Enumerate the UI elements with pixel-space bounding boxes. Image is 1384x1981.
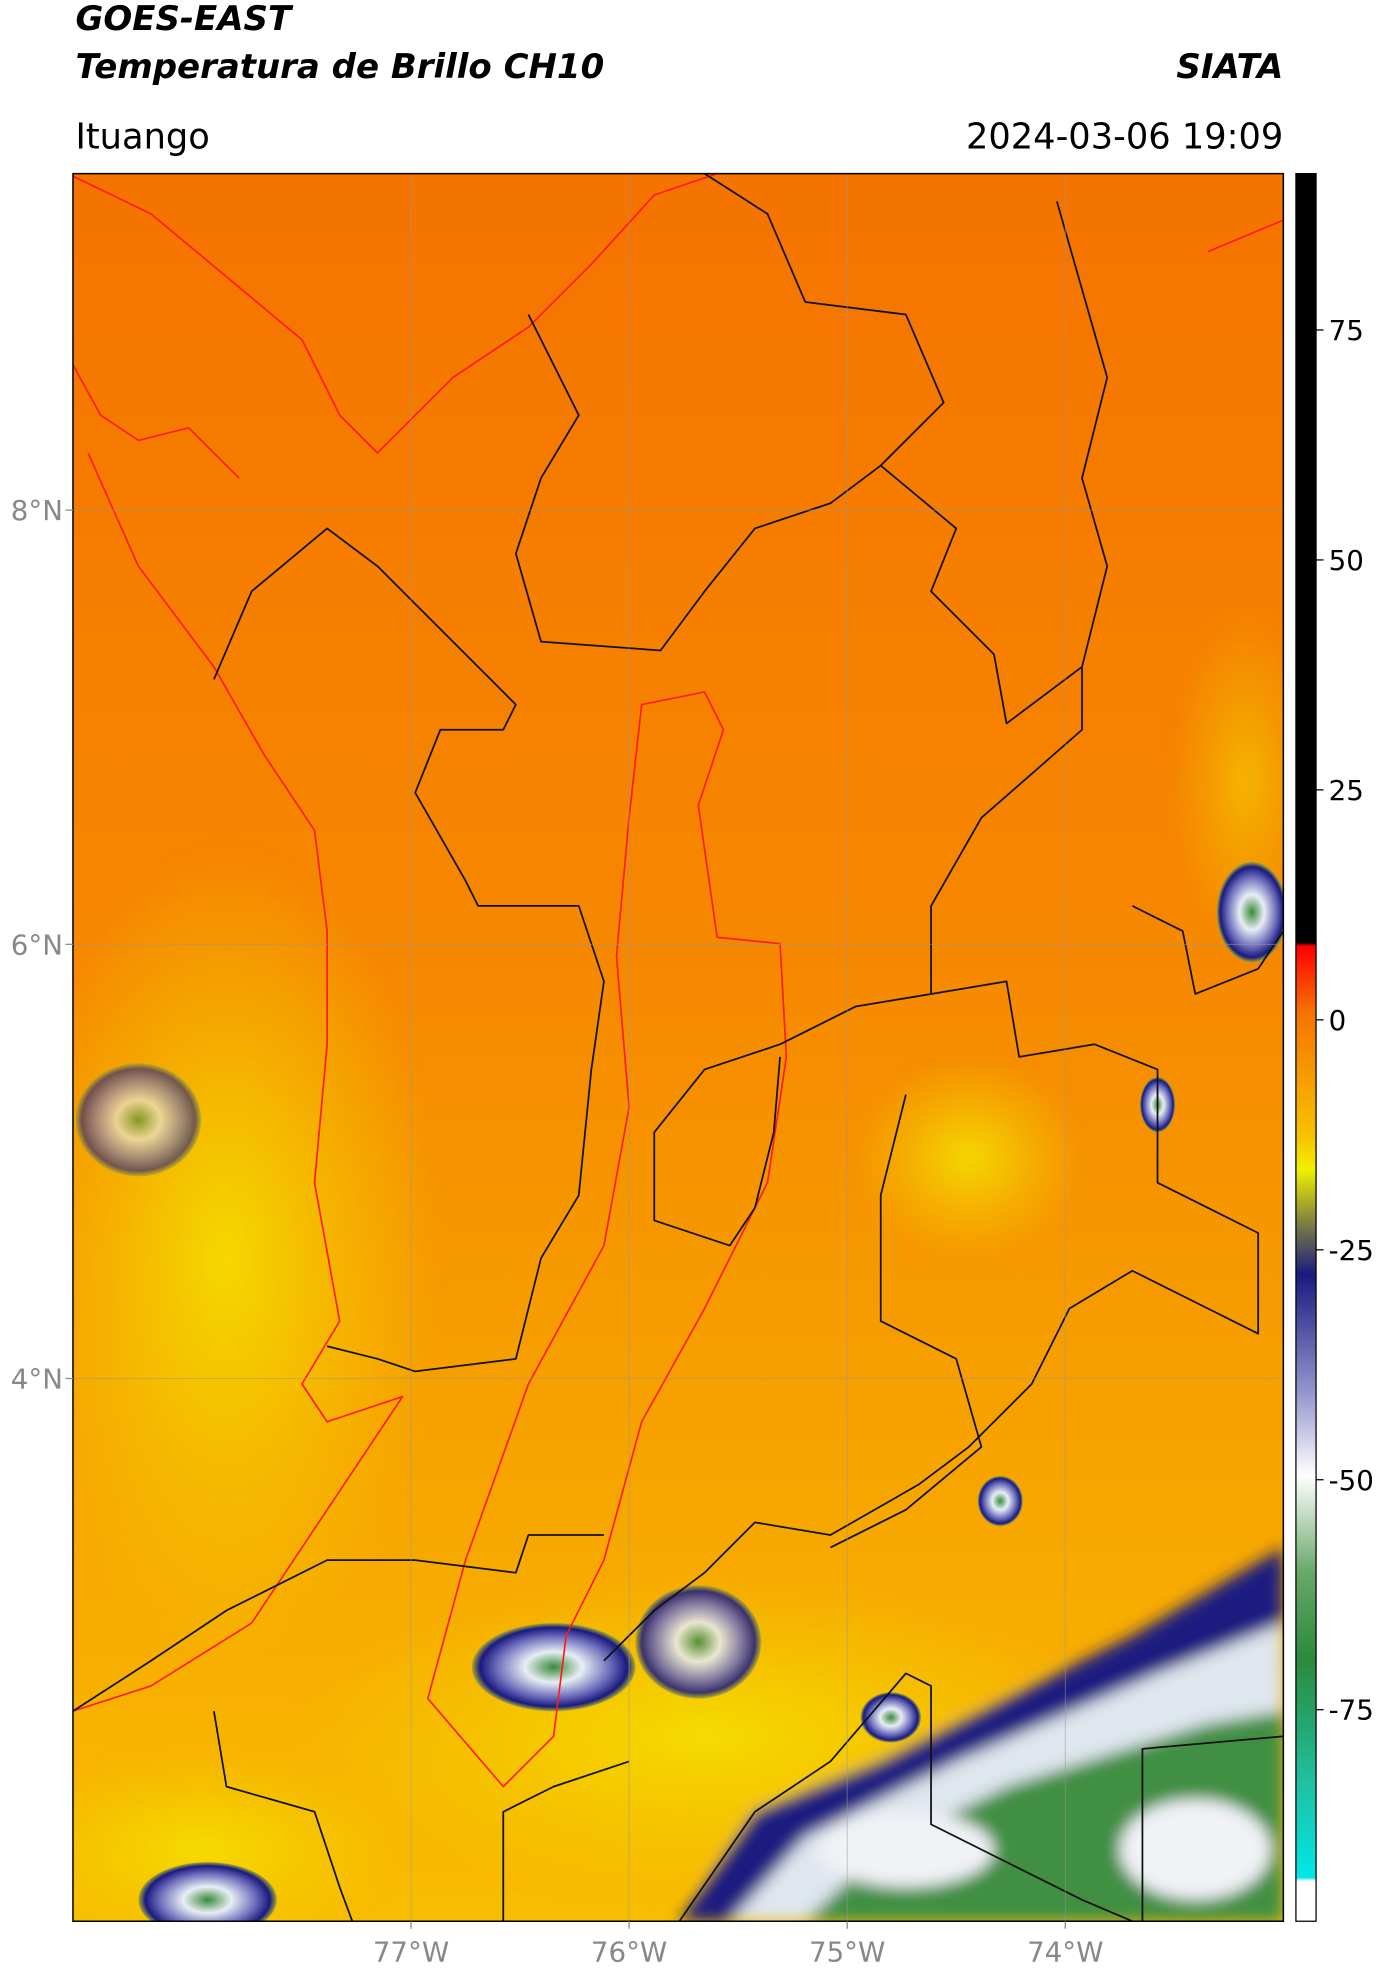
colorbar-tick-label: 0	[1329, 1004, 1347, 1037]
y-tick-label: 8°N	[11, 494, 63, 527]
x-tick-label: 76°W	[591, 1935, 667, 1968]
grid	[72, 173, 1284, 1922]
colorbar-tick-label: 25	[1329, 774, 1364, 807]
datetime: 2024-03-06 19:09	[966, 116, 1283, 157]
colorbar-tick-label: -50	[1329, 1464, 1374, 1497]
x-tick-label: 74°W	[1027, 1935, 1103, 1968]
y-tick-label: 4°N	[11, 1363, 63, 1396]
region: Ituango	[75, 116, 209, 157]
source: SIATA	[1176, 47, 1283, 87]
colorbar-tick-label: 75	[1329, 314, 1364, 347]
x-tick-label: 75°W	[809, 1935, 885, 1968]
colorbar-tick-label: 50	[1329, 544, 1364, 577]
map-image	[72, 173, 1284, 1922]
colorbar-tick-label: -25	[1329, 1234, 1374, 1267]
y-tick-label: 6°N	[11, 928, 63, 961]
map-frame	[72, 172, 1285, 1922]
subtitle: Temperatura de Brillo CH10	[75, 47, 604, 87]
x-tick-label: 77°W	[373, 1935, 449, 1968]
title: GOES-EAST	[75, 0, 293, 39]
colorbar-tick-label: -75	[1329, 1694, 1374, 1727]
colorbar	[1295, 172, 1317, 1922]
